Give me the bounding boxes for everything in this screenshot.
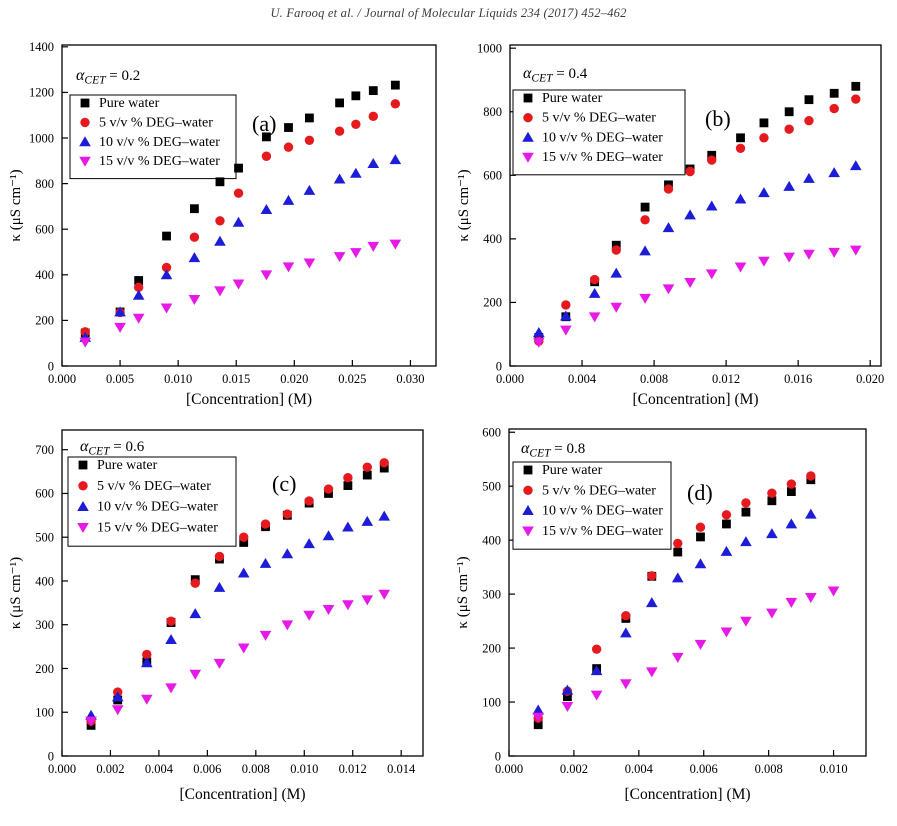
svg-text:600: 600 — [483, 169, 502, 183]
svg-text:0: 0 — [495, 749, 501, 763]
svg-text:15 v/v % DEG–water: 15 v/v % DEG–water — [99, 154, 220, 169]
svg-text:15 v/v % DEG–water: 15 v/v % DEG–water — [542, 150, 663, 165]
svg-text:500: 500 — [482, 479, 501, 493]
svg-text:400: 400 — [35, 268, 54, 282]
svg-text:0.008: 0.008 — [755, 762, 783, 776]
svg-text:1400: 1400 — [29, 40, 54, 54]
svg-text:κ (μS cm⁻¹): κ (μS cm⁻¹) — [455, 556, 471, 628]
svg-text:0.004: 0.004 — [145, 762, 174, 776]
svg-text:0.005: 0.005 — [106, 372, 134, 386]
svg-text:0.008: 0.008 — [640, 372, 668, 386]
svg-text:100: 100 — [35, 706, 54, 720]
svg-text:[Concentration] (M): [Concentration] (M) — [179, 786, 305, 803]
svg-text:0.010: 0.010 — [819, 762, 847, 776]
svg-text:800: 800 — [35, 177, 54, 191]
svg-text:700: 700 — [35, 443, 54, 457]
svg-text:0.015: 0.015 — [222, 372, 250, 386]
svg-text:0.012: 0.012 — [712, 372, 740, 386]
svg-text:0.016: 0.016 — [784, 372, 812, 386]
panel-b-chart: 0.000 0.004 0.008 0.012 0.016 0.020 0 200 400 600… — [447, 38, 897, 420]
svg-text:10 v/v % DEG–water: 10 v/v % DEG–water — [542, 504, 663, 519]
svg-text:10 v/v % DEG–water: 10 v/v % DEG–water — [99, 135, 220, 150]
svg-text:κ (μS cm⁻¹): κ (μS cm⁻¹) — [8, 557, 24, 629]
svg-text:0.014: 0.014 — [387, 762, 416, 776]
svg-text:0.012: 0.012 — [339, 762, 367, 776]
svg-text:(b): (b) — [705, 106, 731, 131]
svg-text:0: 0 — [48, 359, 54, 373]
svg-text:αCET = 0.4: αCET = 0.4 — [523, 65, 588, 85]
panel-a-chart: 0.000 0.005 0.010 0.015 0.020 0.025 0.030 0 200 4… — [0, 38, 450, 420]
svg-text:5 v/v % DEG–water: 5 v/v % DEG–water — [99, 115, 213, 130]
svg-text:200: 200 — [35, 314, 54, 328]
svg-text:600: 600 — [482, 426, 501, 440]
panel-d-svg: 0.000 0.002 0.004 0.006 0.008 0.010 0 100 200 300… — [455, 426, 867, 803]
svg-text:400: 400 — [482, 533, 501, 547]
svg-text:1000: 1000 — [29, 131, 54, 145]
svg-text:[Concentration] (M): [Concentration] (M) — [186, 391, 312, 408]
svg-text:200: 200 — [35, 662, 54, 676]
svg-text:0.010: 0.010 — [164, 372, 192, 386]
svg-text:(a): (a) — [252, 111, 276, 136]
svg-text:αCET = 0.8: αCET = 0.8 — [521, 440, 585, 460]
svg-text:αCET = 0.2: αCET = 0.2 — [76, 67, 140, 87]
panel-c-chart: 0.000 0.002 0.004 0.006 0.008 0.010 0.012 0.014… — [0, 420, 450, 822]
svg-text:0.010: 0.010 — [290, 762, 318, 776]
svg-text:400: 400 — [483, 232, 502, 246]
svg-text:300: 300 — [482, 587, 501, 601]
journal-header: U. Farooq et al. / Journal of Molecular … — [270, 6, 627, 20]
svg-text:10 v/v % DEG–water: 10 v/v % DEG–water — [97, 500, 218, 515]
svg-text:[Concentration] (M): [Concentration] (M) — [624, 786, 750, 803]
panel-c-svg: 0.000 0.002 0.004 0.006 0.008 0.010 0.012 0.014… — [8, 429, 424, 803]
svg-text:Pure water: Pure water — [99, 96, 160, 111]
svg-text:0.000: 0.000 — [496, 372, 524, 386]
panel-a-svg: 0.000 0.005 0.010 0.015 0.020 0.025 0.030 0 200 4… — [8, 40, 437, 408]
svg-text:Pure water: Pure water — [542, 463, 603, 478]
svg-text:(c): (c) — [272, 471, 296, 496]
svg-text:5 v/v % DEG–water: 5 v/v % DEG–water — [542, 111, 656, 126]
svg-text:1200: 1200 — [29, 86, 54, 100]
svg-text:0.020: 0.020 — [280, 372, 308, 386]
svg-text:0.025: 0.025 — [338, 372, 366, 386]
svg-text:0: 0 — [48, 749, 54, 763]
svg-text:0.000: 0.000 — [48, 372, 76, 386]
svg-text:5 v/v % DEG–water: 5 v/v % DEG–water — [97, 479, 211, 494]
svg-text:15 v/v % DEG–water: 15 v/v % DEG–water — [542, 524, 663, 539]
svg-text:κ (μS cm⁻¹): κ (μS cm⁻¹) — [8, 169, 24, 241]
svg-text:αCET = 0.6: αCET = 0.6 — [80, 438, 145, 458]
svg-text:0.000: 0.000 — [48, 762, 76, 776]
svg-text:10 v/v % DEG–water: 10 v/v % DEG–water — [542, 130, 663, 145]
svg-text:0.020: 0.020 — [856, 372, 884, 386]
svg-text:400: 400 — [35, 574, 54, 588]
svg-text:500: 500 — [35, 531, 54, 545]
svg-text:0.008: 0.008 — [242, 762, 270, 776]
svg-text:0.030: 0.030 — [396, 372, 424, 386]
panel-b-svg: 0.000 0.004 0.008 0.012 0.016 0.020 0 200 400 600… — [456, 41, 884, 408]
svg-text:600: 600 — [35, 487, 54, 501]
svg-text:[Concentration] (M): [Concentration] (M) — [632, 391, 758, 408]
svg-text:300: 300 — [35, 618, 54, 632]
svg-text:0.004: 0.004 — [568, 372, 597, 386]
panel-d-chart: 0.000 0.002 0.004 0.006 0.008 0.010 0 100 200 300… — [447, 420, 897, 822]
svg-text:0.006: 0.006 — [690, 762, 718, 776]
svg-text:(d): (d) — [687, 480, 713, 505]
svg-text:0.004: 0.004 — [625, 762, 654, 776]
svg-text:200: 200 — [483, 296, 502, 310]
svg-text:0: 0 — [496, 359, 502, 373]
svg-text:Pure water: Pure water — [542, 91, 603, 106]
svg-text:200: 200 — [482, 641, 501, 655]
svg-text:0.000: 0.000 — [495, 762, 523, 776]
svg-text:0.002: 0.002 — [96, 762, 124, 776]
svg-text:Pure water: Pure water — [97, 458, 158, 473]
svg-text:0.006: 0.006 — [193, 762, 221, 776]
svg-text:800: 800 — [483, 105, 502, 119]
svg-text:5 v/v % DEG–water: 5 v/v % DEG–water — [542, 483, 656, 498]
svg-text:κ (μS cm⁻¹): κ (μS cm⁻¹) — [456, 169, 472, 241]
svg-text:600: 600 — [35, 223, 54, 237]
svg-text:100: 100 — [482, 695, 501, 709]
svg-text:1000: 1000 — [477, 41, 502, 55]
svg-text:15 v/v % DEG–water: 15 v/v % DEG–water — [97, 520, 218, 535]
svg-text:0.002: 0.002 — [560, 762, 588, 776]
